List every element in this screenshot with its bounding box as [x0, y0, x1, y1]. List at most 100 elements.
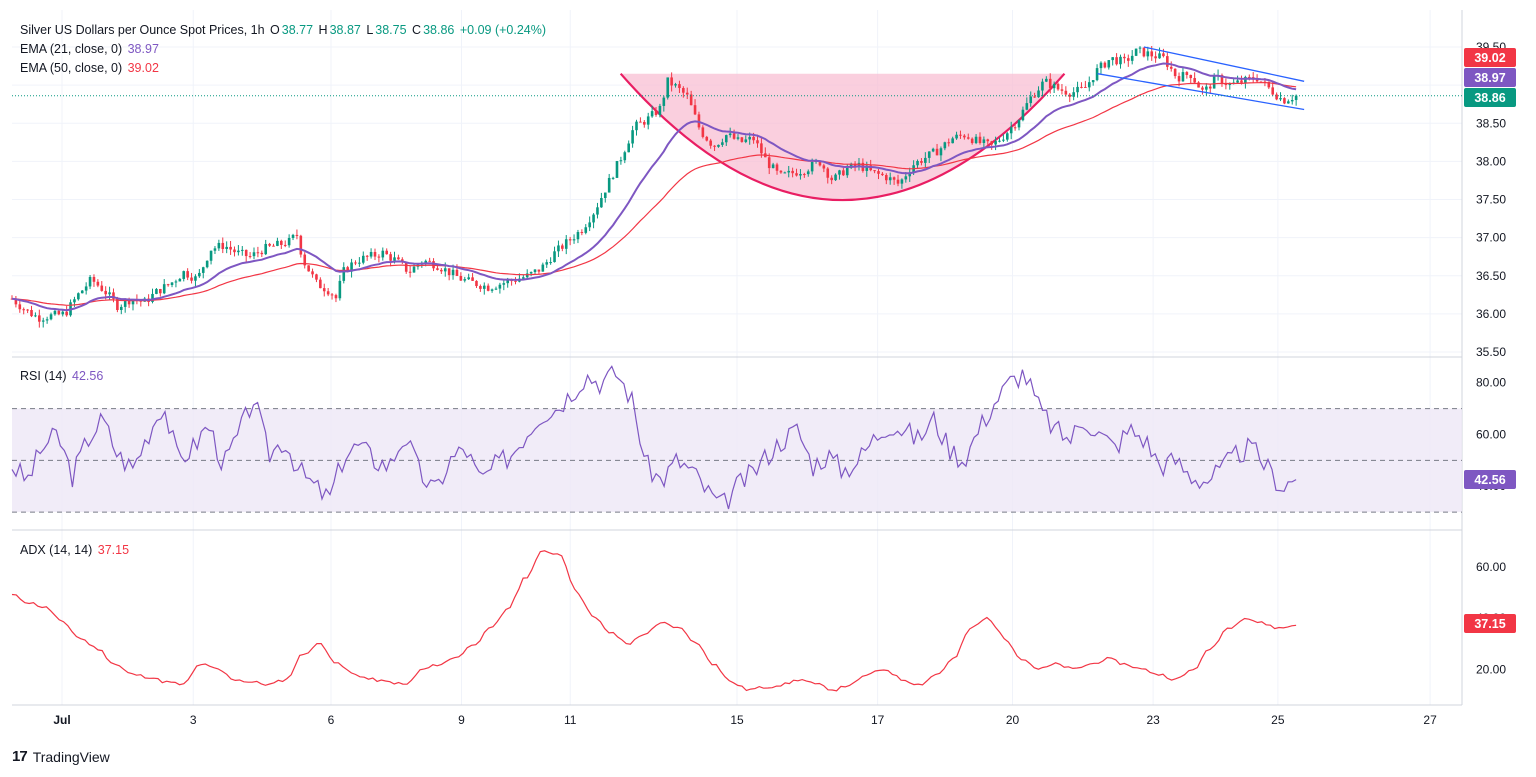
candle-body: [1146, 51, 1150, 57]
candle-body: [45, 319, 49, 321]
candle-body: [721, 142, 724, 145]
candle-body: [159, 289, 162, 294]
candle-body: [822, 165, 826, 169]
candle-body: [1095, 68, 1099, 81]
rsi-legend[interactable]: RSI (14) 42.56: [20, 369, 105, 383]
candle-body: [1103, 62, 1107, 68]
candle-body: [584, 227, 588, 233]
low-label: L: [366, 23, 374, 37]
channel-upper-line[interactable]: [1143, 46, 1305, 82]
candle-body: [982, 139, 986, 143]
price-tick-label: 37.00: [1476, 231, 1506, 245]
candle-body: [397, 257, 400, 260]
candle-body: [326, 291, 330, 295]
candle-body: [112, 292, 115, 299]
tradingview-brand[interactable]: 17 TradingView: [12, 748, 110, 765]
candle-body: [412, 266, 416, 273]
candle-body: [1162, 53, 1165, 57]
price-tick-label: 37.50: [1476, 193, 1506, 207]
candle-body: [596, 207, 599, 215]
adx-tag: 37.15: [1464, 614, 1516, 633]
candle-body: [853, 163, 857, 167]
candle-body: [650, 111, 654, 117]
ema50-line[interactable]: [11, 81, 1297, 306]
candle-body: [572, 239, 576, 241]
candle-body: [88, 276, 92, 287]
adx-legend[interactable]: ADX (14, 14) 37.15: [20, 543, 131, 557]
candle-body: [525, 273, 529, 278]
ema21-legend[interactable]: EMA (21, close, 0) 38.97: [20, 42, 161, 56]
candle-body: [662, 97, 666, 106]
candle-body: [26, 309, 29, 311]
candle-body: [947, 142, 951, 144]
candle-body: [787, 170, 791, 173]
channel-lower-line[interactable]: [1097, 73, 1305, 111]
candle-body: [361, 255, 365, 263]
candle-body: [1220, 75, 1224, 84]
candle-body: [1115, 57, 1118, 65]
candle-body: [1123, 56, 1126, 59]
time-tick-label: 20: [1006, 713, 1020, 727]
candle-body: [506, 280, 509, 284]
candle-body: [1197, 82, 1200, 88]
candle-body: [666, 77, 670, 98]
candle-body: [970, 138, 974, 144]
candle-body: [30, 309, 33, 317]
ema21-line[interactable]: [11, 62, 1297, 312]
candle-body: [1111, 57, 1114, 61]
cup-pattern-arc[interactable]: [619, 72, 1066, 201]
candle-body: [57, 310, 61, 315]
candle-body: [482, 285, 486, 289]
tradingview-logo-icon: 17: [12, 748, 28, 765]
candle-body: [783, 172, 787, 174]
candle-body: [900, 179, 904, 184]
rsi-line[interactable]: [11, 365, 1297, 510]
candle-body: [522, 277, 525, 279]
candle-body: [576, 232, 580, 240]
candle-body: [1091, 80, 1095, 83]
ema50-legend[interactable]: EMA (50, close, 0) 39.02: [20, 61, 161, 75]
candle-body: [287, 237, 291, 246]
candle-body: [529, 272, 533, 274]
candle-body: [643, 121, 646, 125]
price-legend[interactable]: Silver US Dollars per Ounce Spot Prices,…: [20, 23, 548, 37]
open-label: O: [270, 23, 280, 37]
time-axis[interactable]: Jul 3 6 9 11 15 17 20 23 25 27: [53, 713, 1437, 727]
candle-body: [881, 173, 884, 176]
time-tick-label: 6: [328, 713, 335, 727]
candle-body: [1064, 90, 1068, 95]
candle-body: [1236, 80, 1239, 83]
candle-body: [209, 250, 213, 261]
candle-body: [873, 170, 876, 172]
candle-body: [756, 140, 759, 144]
candle-body: [1275, 94, 1278, 100]
candle-body: [939, 148, 943, 156]
candle-body: [1080, 86, 1083, 88]
candle-body: [826, 168, 830, 178]
candle-body: [986, 139, 990, 142]
candle-body: [295, 234, 299, 236]
candle-body: [229, 246, 232, 250]
candle-body: [588, 222, 591, 228]
candle-body: [84, 286, 88, 291]
candle-body: [603, 192, 607, 199]
candle-body: [935, 148, 939, 156]
candle-body: [61, 311, 65, 315]
adx-tick-label: 20.00: [1476, 662, 1506, 676]
adx-line[interactable]: [11, 550, 1297, 692]
candle-body: [213, 248, 217, 251]
candle-body: [315, 274, 318, 280]
candle-body: [623, 152, 627, 161]
candle-body: [728, 133, 732, 136]
candle-body: [1158, 53, 1161, 59]
candle-body: [533, 269, 537, 273]
candle-body: [217, 242, 221, 249]
time-tick-label: Jul: [53, 713, 70, 727]
candle-body: [1048, 78, 1052, 89]
candle-body: [685, 92, 689, 95]
candle-body: [635, 121, 638, 131]
candle-body: [1271, 87, 1275, 95]
candle-body: [927, 151, 931, 158]
